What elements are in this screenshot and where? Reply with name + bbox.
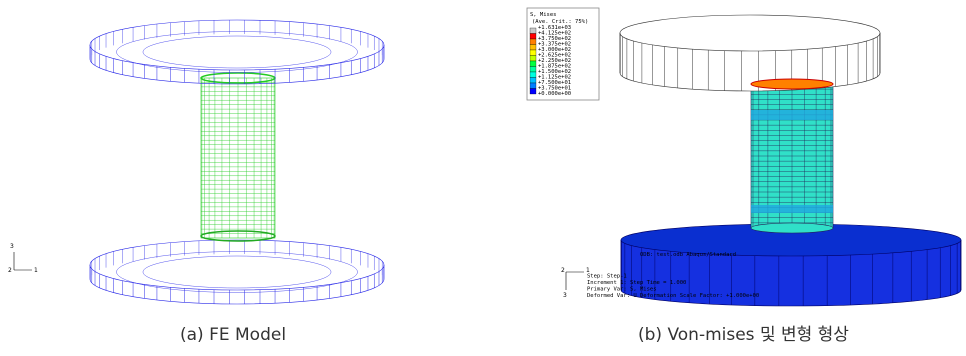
info-line: Primary Var: S, Mises: [587, 287, 657, 293]
legend-swatch: [530, 83, 536, 89]
legend-swatch: [530, 39, 536, 45]
legend-swatch: [530, 67, 536, 73]
triad-label: 3: [10, 243, 14, 250]
disk-top: [90, 20, 384, 70]
cylinder-bottom: [751, 223, 833, 233]
triad-label: 1: [34, 267, 38, 274]
stress-band: [751, 205, 833, 213]
triad-a: 3 2 1: [8, 243, 38, 274]
legend-swatch: [530, 78, 536, 84]
triad-b: 2 1 3: [561, 267, 590, 299]
info-line: Deformed Var: U Deformation Scale Factor…: [587, 293, 759, 299]
legend-swatch: [530, 50, 536, 56]
legend-swatch: [530, 28, 536, 34]
mesh-ring: [143, 36, 331, 68]
legend-swatch: [530, 72, 536, 78]
info-line: Increment 1: Step Time = 1.000: [587, 280, 686, 286]
legend-swatch: [530, 89, 536, 95]
mesh-ring: [143, 256, 331, 288]
info-line: Step: Step-1: [587, 274, 627, 280]
stress-band: [751, 110, 833, 120]
mesh-ring: [116, 32, 357, 73]
legend-swatch: [530, 45, 536, 51]
triad-label: 2: [8, 267, 12, 274]
info-line: ODB: test.odb Abaqus/Standard: [640, 252, 736, 258]
triad-label: 3: [563, 292, 567, 299]
legend-swatch: [530, 61, 536, 67]
figure: S, Mises (Ave. Crit.: 75%) +1.631e+03+4.…: [0, 0, 966, 356]
caption-b: (b) Von-mises 및 변형 형상: [638, 325, 849, 345]
legend-swatch: [530, 56, 536, 62]
cylinder-top: [751, 79, 833, 89]
legend-swatch: [530, 34, 536, 40]
disk-top: [620, 15, 880, 51]
disk-top: [90, 240, 384, 290]
mesh-ring: [116, 252, 357, 293]
fe-model: [90, 20, 384, 304]
triad-label: 2: [561, 267, 565, 274]
caption-a: (a) FE Model: [180, 325, 286, 345]
legend-title: S, Mises: [530, 12, 557, 18]
legend-label: +0.000e+00: [538, 91, 571, 97]
von-mises-result: [620, 15, 961, 306]
